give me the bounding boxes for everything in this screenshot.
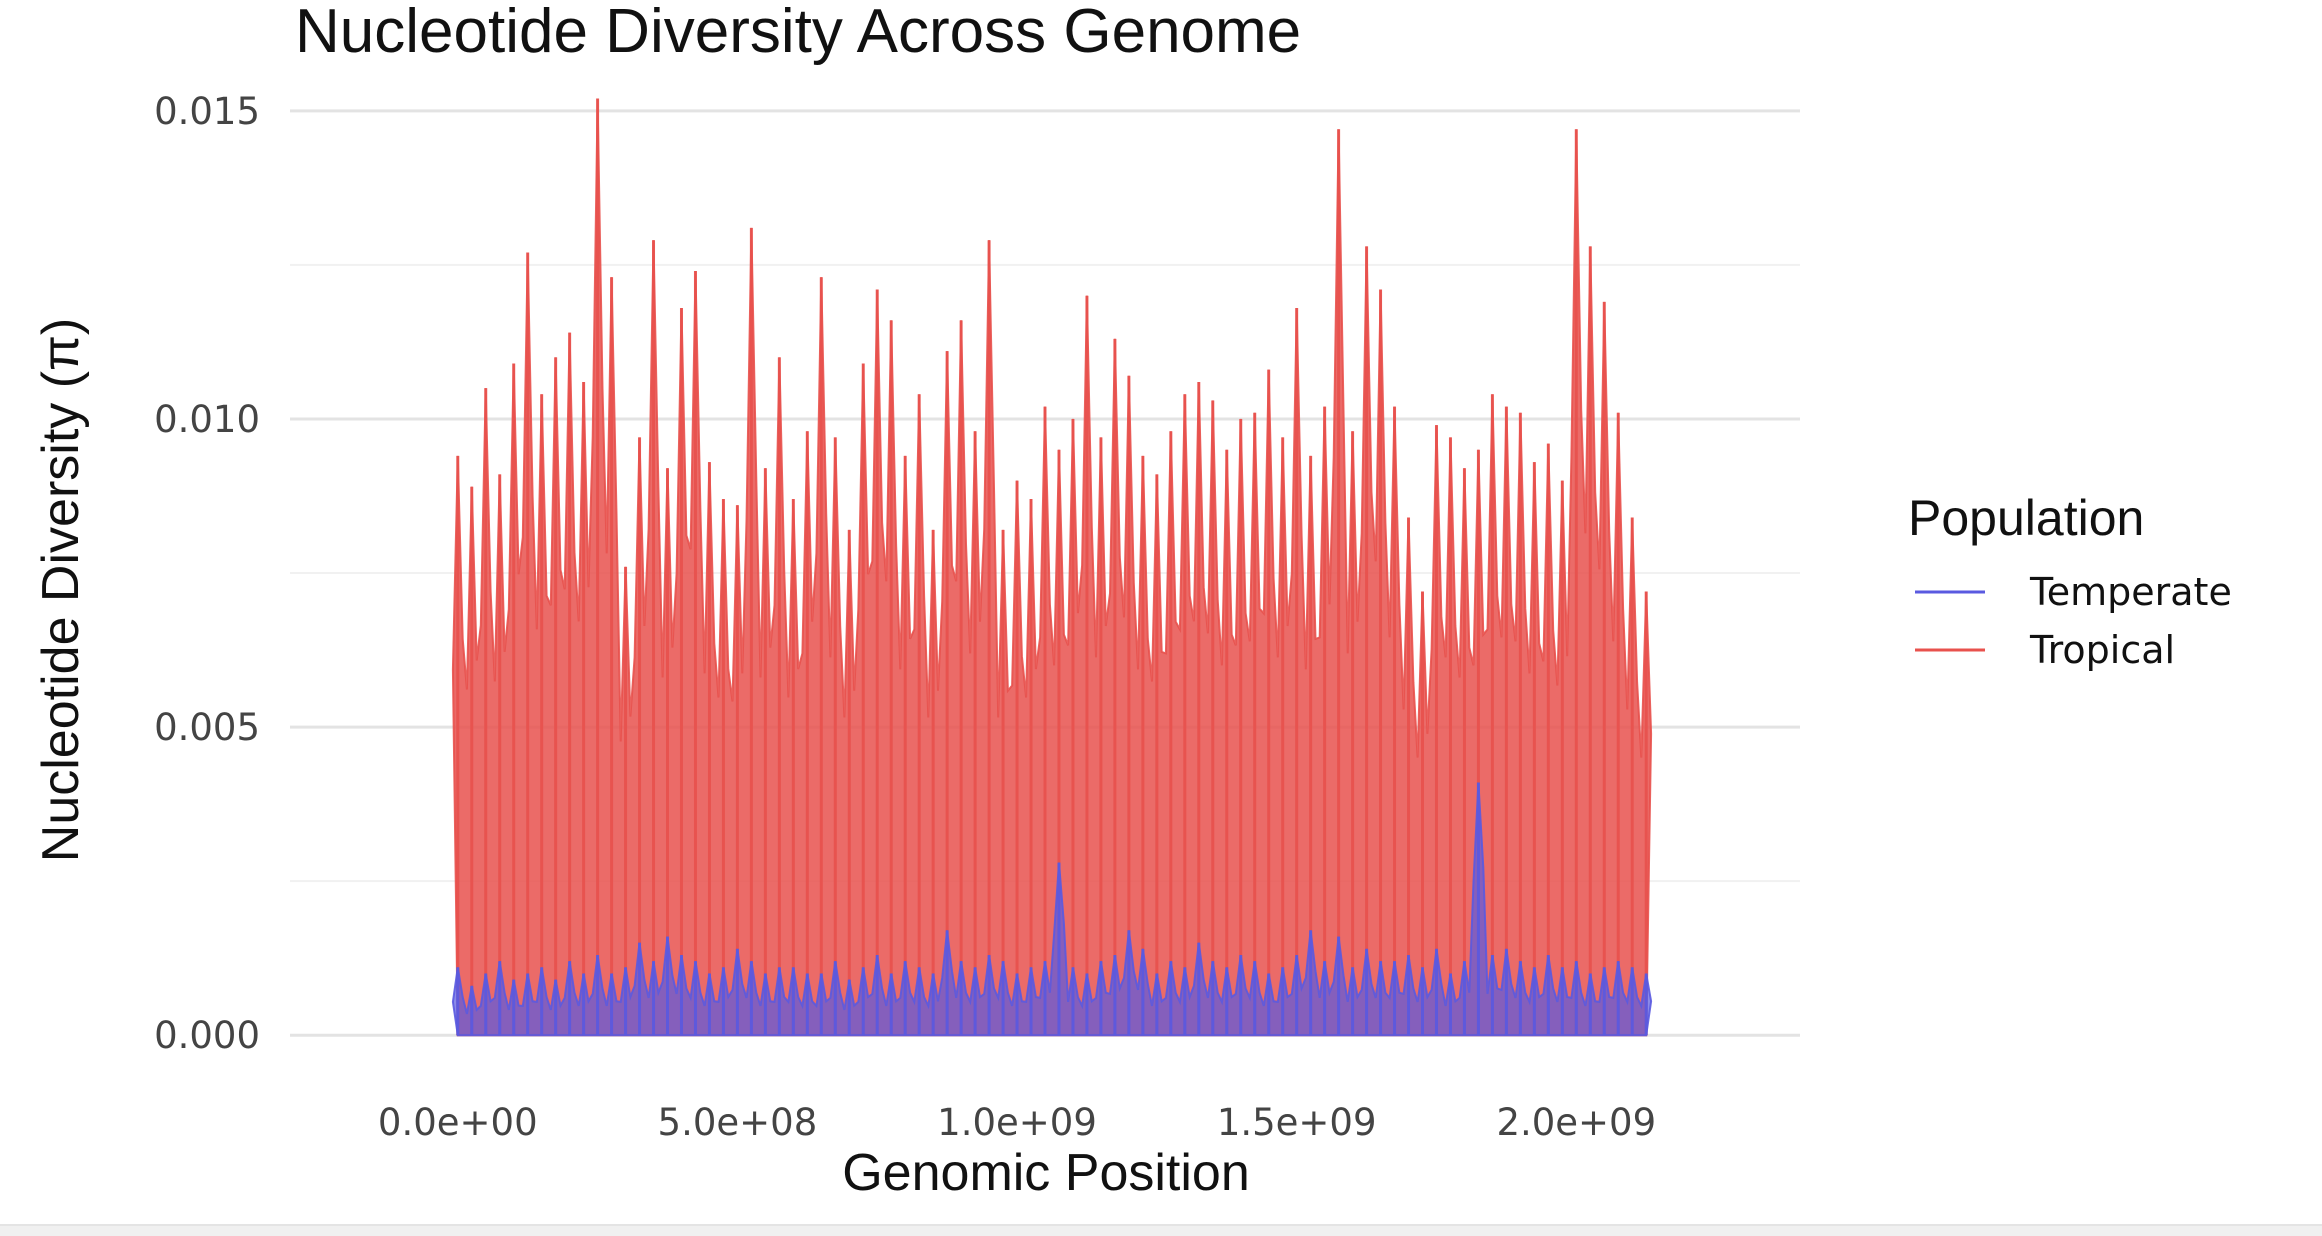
x-axis-title: Genomic Position xyxy=(842,1144,1250,1202)
x-tick-label: 1.0e+09 xyxy=(937,1101,1097,1144)
chart-title: Nucleotide Diversity Across Genome xyxy=(295,0,1301,66)
legend-label-tropical: Tropical xyxy=(2029,628,2175,672)
y-tick-label: 0.005 xyxy=(154,706,260,749)
legend-title: Population xyxy=(1908,490,2144,546)
x-axis-ticks: 0.0e+00 5.0e+08 1.0e+09 1.5e+09 2.0e+09 xyxy=(378,1101,1656,1144)
y-tick-label: 0.015 xyxy=(154,90,260,133)
legend: Population Temperate Tropical xyxy=(1908,490,2232,672)
y-tick-label: 0.000 xyxy=(154,1014,260,1057)
y-axis-ticks: 0.000 0.005 0.010 0.015 xyxy=(154,90,260,1057)
window-bottom-edge xyxy=(0,1224,2322,1236)
y-tick-label: 0.010 xyxy=(154,398,260,441)
x-tick-label: 0.0e+00 xyxy=(378,1101,538,1144)
x-tick-label: 2.0e+09 xyxy=(1496,1101,1656,1144)
legend-label-temperate: Temperate xyxy=(2029,570,2232,614)
x-tick-label: 1.5e+09 xyxy=(1217,1101,1377,1144)
y-axis-title: Nucleotide Diversity (π) xyxy=(32,318,90,862)
x-tick-label: 5.0e+08 xyxy=(658,1101,818,1144)
plot-area xyxy=(451,98,1653,1037)
series-tropical xyxy=(451,98,1653,1037)
